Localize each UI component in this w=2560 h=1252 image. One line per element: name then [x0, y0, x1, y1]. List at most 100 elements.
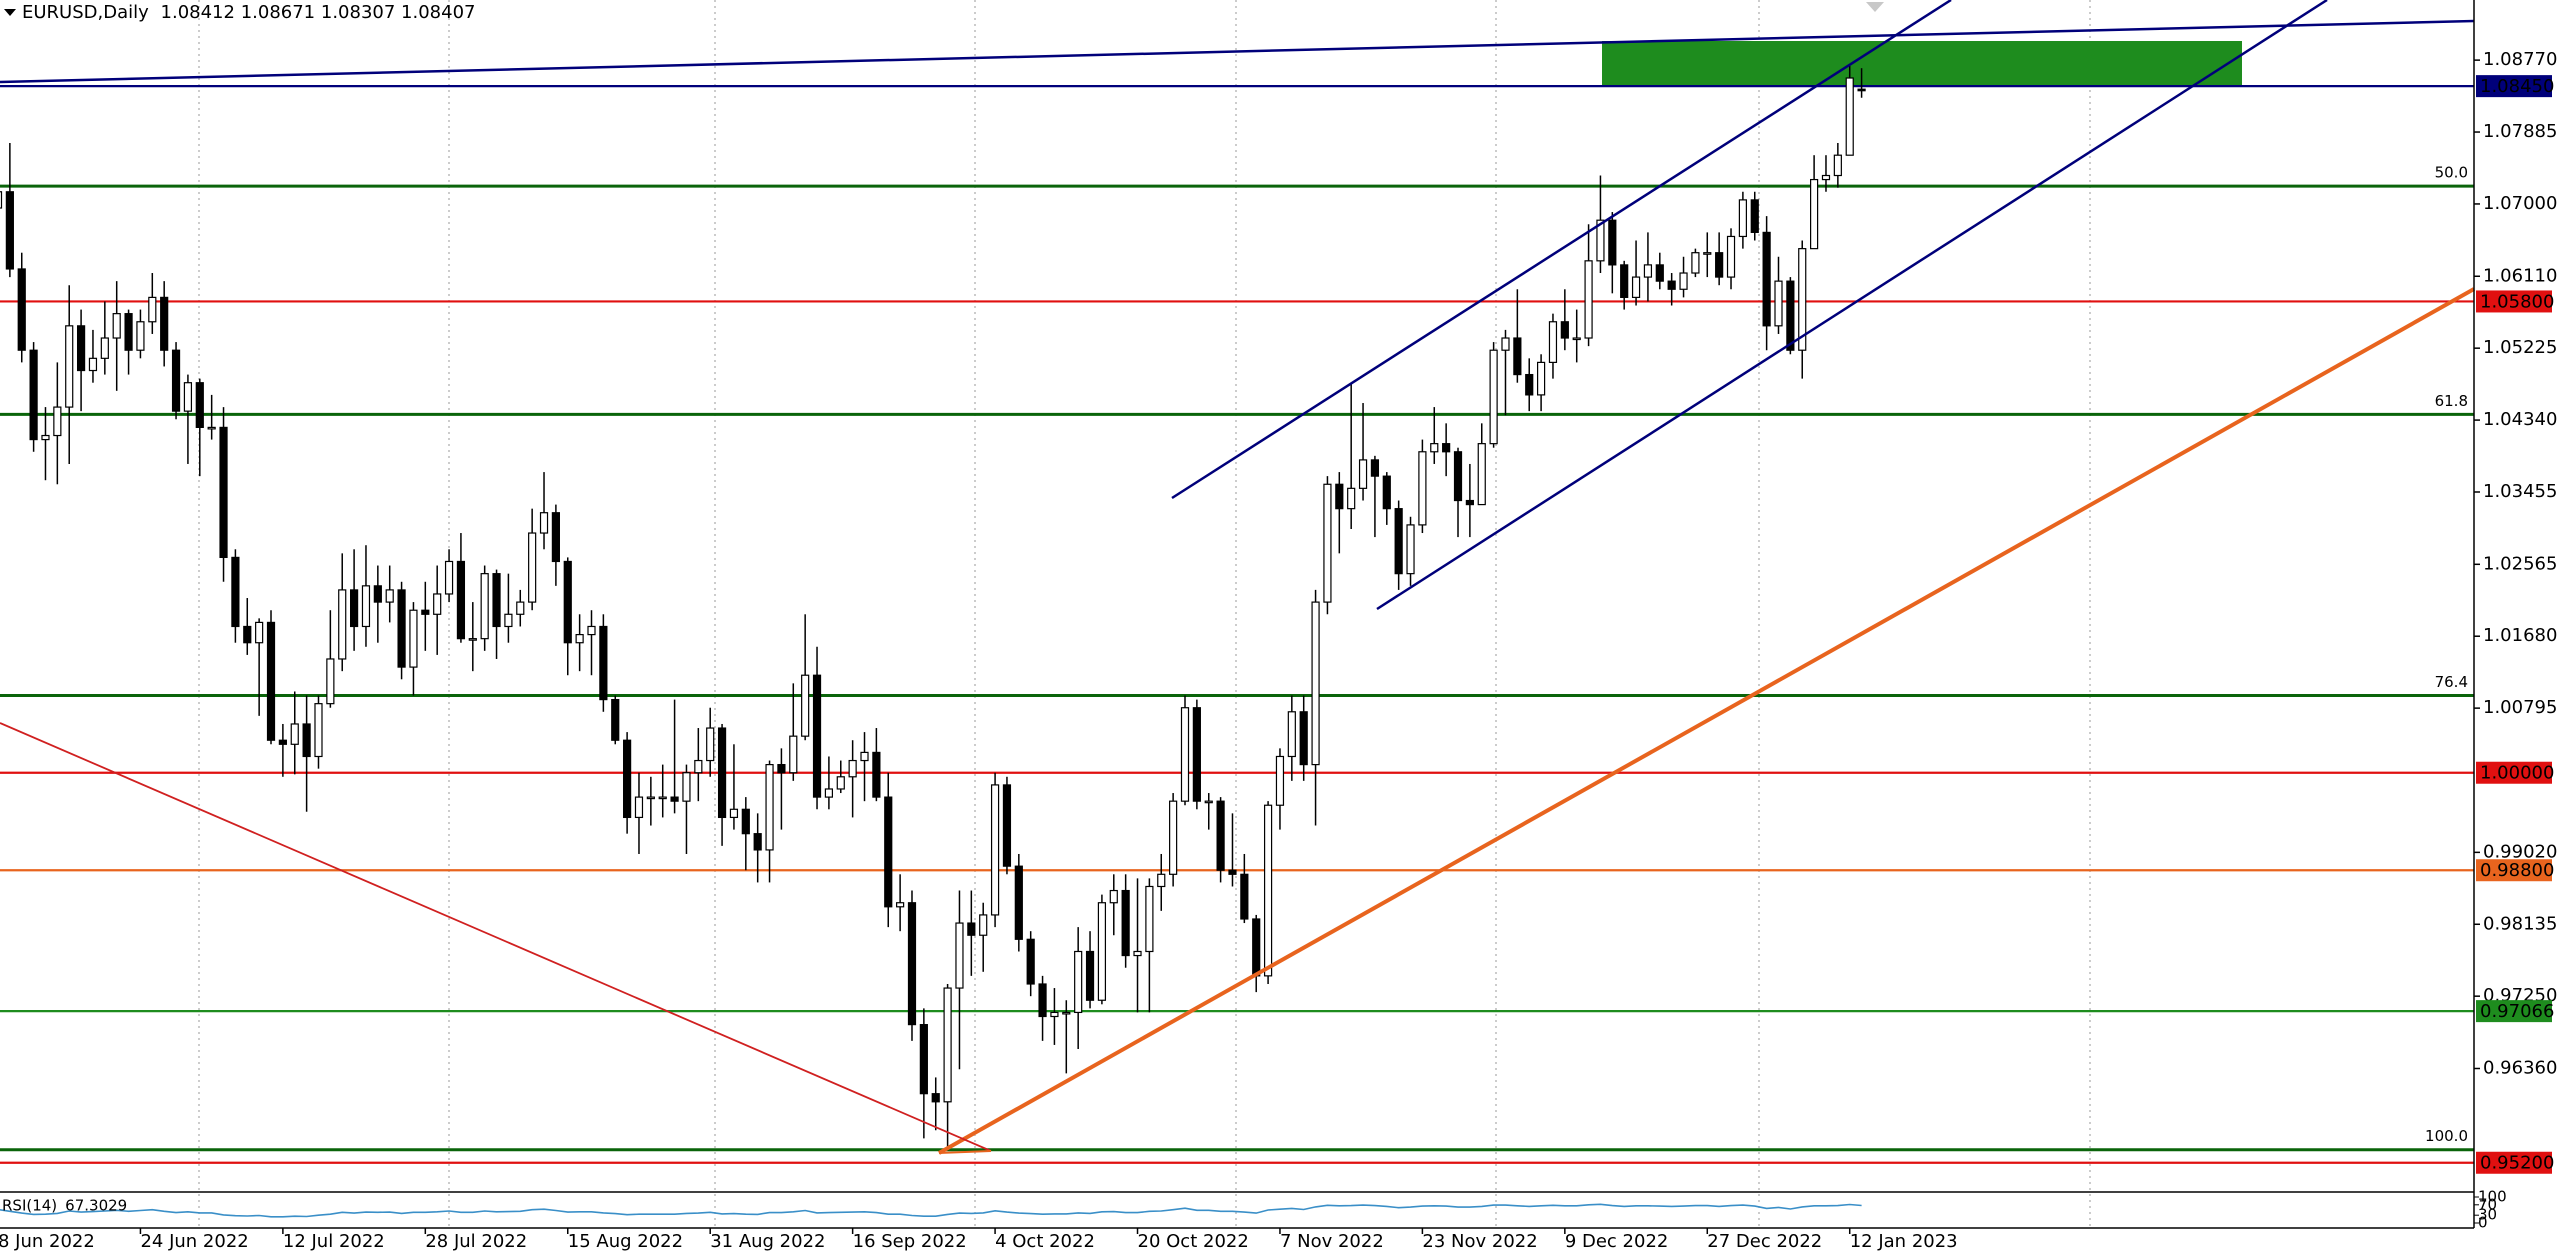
candle-body	[658, 796, 667, 800]
candle-body	[1513, 337, 1522, 376]
fib-label: 50.0	[2435, 164, 2468, 182]
candle-body	[112, 313, 121, 339]
candle-body	[884, 796, 893, 908]
candle-body	[611, 698, 620, 741]
candle-body	[634, 796, 644, 819]
candle-body	[1821, 174, 1831, 181]
candle-body	[990, 784, 1000, 916]
candle-body	[1062, 1011, 1071, 1015]
candle-body	[1287, 711, 1296, 758]
candle-body	[528, 532, 537, 603]
candle-body	[1631, 276, 1641, 298]
support-stub	[938, 1150, 992, 1154]
levels: 50.0 61.8 76.4 100.0	[0, 85, 2474, 1164]
candle-body	[100, 337, 109, 359]
candle-body	[1323, 483, 1332, 603]
candle-body	[243, 625, 252, 644]
rsi-name: RSI(14)	[2, 1197, 57, 1215]
candle-body	[670, 796, 679, 802]
candle-body	[587, 625, 596, 636]
chart-header: EURUSD,Daily 1.08412 1.08671 1.08307 1.0…	[22, 2, 475, 23]
candle-body	[1643, 264, 1653, 278]
candle-body	[468, 638, 477, 641]
candle-body	[1489, 349, 1498, 445]
header-close: 1.08407	[401, 2, 475, 23]
candle-body	[1109, 889, 1118, 904]
candle-body	[599, 625, 608, 701]
candle-body	[361, 585, 371, 628]
menu-triangle	[4, 9, 16, 16]
candle-body	[741, 808, 750, 835]
candle-body	[53, 406, 62, 437]
rsi-line	[0, 1203, 1862, 1218]
trend-line	[0, 19, 2475, 84]
price-level-tag	[2476, 290, 2552, 313]
candle-body	[896, 902, 905, 908]
candle-body	[1857, 88, 1866, 92]
x-tick-label: 27 Dec 2022	[1707, 1231, 1822, 1252]
x-tick-label: 31 Aug 2022	[710, 1231, 825, 1252]
candle-body	[1358, 459, 1368, 489]
candle-body	[219, 426, 228, 559]
x-tick-label: 7 Nov 2022	[1280, 1231, 1384, 1252]
candle-body	[848, 759, 857, 778]
candle-body	[1014, 865, 1023, 940]
candle-body	[1026, 938, 1035, 985]
fib-label: 100.0	[2425, 1127, 2468, 1145]
candle-body	[1786, 280, 1795, 351]
candle-body	[1584, 260, 1593, 339]
channel-lower	[1376, 0, 2328, 611]
y-tick-label: 1.07885	[2483, 121, 2557, 142]
candle-body	[979, 914, 988, 936]
candle-body	[433, 593, 442, 615]
fib-label: 61.8	[2435, 392, 2468, 410]
candle-body	[1750, 199, 1759, 233]
candle-body	[1738, 199, 1747, 238]
candle-body	[1596, 219, 1605, 262]
candle-body	[409, 609, 418, 668]
price-level-tag	[2476, 1000, 2552, 1023]
price-level-tag	[2476, 859, 2552, 882]
axes: 1.08770 1.07885 1.07000 1.06110 1.05225 1.043…	[0, 49, 2557, 1252]
price-level-label: 0.98800	[2480, 860, 2554, 881]
candle-body	[1382, 475, 1391, 510]
candle-body	[1335, 483, 1344, 510]
candle-body	[1097, 902, 1107, 1001]
candle-body	[1038, 983, 1047, 1018]
candle-body	[753, 833, 762, 851]
rsi-tick-label: 70	[2478, 1195, 2497, 1213]
candle-body	[777, 764, 786, 774]
candle-body	[1157, 873, 1166, 888]
candle-body	[326, 658, 335, 705]
rsi-tick-label: 100	[2478, 1188, 2507, 1206]
candle-body	[801, 674, 810, 737]
y-tick-label: 1.03455	[2483, 481, 2557, 502]
candle-body	[1133, 950, 1142, 957]
x-tick-label: 8 Jun 2022	[0, 1231, 95, 1252]
candle-body	[824, 788, 834, 798]
candle-body	[421, 609, 430, 615]
candle-body	[1691, 252, 1700, 274]
candle-body	[480, 573, 489, 640]
candle-body	[195, 382, 204, 428]
x-tick-label: 12 Jul 2022	[283, 1231, 385, 1252]
candle-body	[207, 426, 216, 430]
candle-body	[1655, 264, 1664, 282]
candle-body	[1145, 885, 1154, 953]
candle-body	[1608, 219, 1617, 266]
candle-body	[1715, 252, 1724, 278]
candle-body	[646, 796, 655, 800]
candle-body	[183, 382, 193, 412]
candle-body	[1525, 373, 1534, 396]
x-tick-label: 16 Sep 2022	[853, 1231, 967, 1252]
candle-body	[1548, 321, 1558, 363]
candle-body	[1121, 889, 1130, 957]
candle-body	[1204, 800, 1213, 804]
chart-title: EURUSD,Daily	[22, 2, 149, 23]
candle-body	[1240, 873, 1249, 920]
marker	[1866, 2, 1884, 12]
candle-body	[919, 1024, 928, 1095]
candle-body	[1252, 918, 1261, 977]
y-tick-label: 1.01680	[2483, 625, 2557, 646]
